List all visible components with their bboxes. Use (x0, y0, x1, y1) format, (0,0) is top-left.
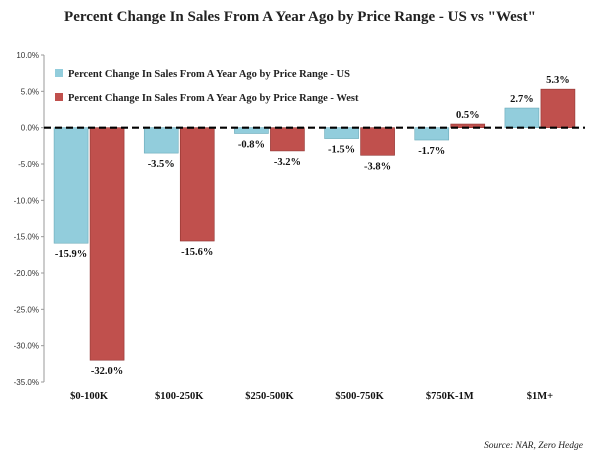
bar-us (53, 127, 89, 244)
legend-swatch-us (55, 69, 63, 77)
y-tick-label: -30.0% (14, 342, 39, 351)
legend-label-west: Percent Change In Sales From A Year Ago … (68, 93, 359, 104)
data-label-west: 0.5% (456, 110, 480, 121)
y-tick-label: -35.0% (14, 378, 39, 387)
y-tick-label: 0.0% (21, 124, 39, 133)
x-axis: $0-100K $100-250K $250-500K $500-750K $750K-… (70, 391, 553, 402)
source-note: Source: NAR, Zero Hedge (484, 441, 583, 451)
bar-west (360, 127, 395, 156)
bar-west (179, 127, 215, 242)
x-tick-label: $750K-1M (426, 391, 474, 402)
data-label-west: -3.2% (274, 157, 301, 168)
bars (53, 88, 576, 361)
legend-label-us: Percent Change In Sales From A Year Ago … (68, 69, 350, 80)
legend-swatch-west (55, 93, 63, 101)
data-label-west: -15.6% (181, 247, 213, 258)
bar-us (143, 127, 179, 154)
y-axis: 10.0% 5.0% 0.0% -5.0% -10.0% -15.0% -20.0% -25.… (14, 51, 45, 387)
bar-us (324, 127, 359, 139)
chart-title: Percent Change In Sales From A Year Ago … (64, 9, 536, 25)
legend: Percent Change In Sales From A Year Ago … (55, 69, 359, 104)
bar-west (270, 127, 305, 152)
x-tick-label: $1M+ (527, 391, 553, 402)
y-tick-label: 10.0% (16, 51, 39, 60)
y-tick-label: -25.0% (14, 305, 39, 314)
y-tick-label: -10.0% (14, 196, 39, 205)
y-tick-label: -20.0% (14, 269, 39, 278)
bar-us (414, 127, 450, 141)
x-tick-label: $250-500K (245, 391, 294, 402)
y-tick-label: -15.0% (14, 233, 39, 242)
x-tick-label: $100-250K (155, 391, 204, 402)
y-tick-label: 5.0% (21, 87, 39, 96)
x-tick-label: $0-100K (70, 391, 109, 402)
bar-us (234, 127, 269, 134)
x-tick-label: $500-750K (335, 391, 384, 402)
data-label-us: -0.8% (238, 139, 265, 150)
bar-west (89, 127, 125, 361)
data-labels: -15.9% -32.0% -3.5% -15.6% -0.8% -3.2% -1.5% -3… (55, 75, 570, 377)
data-label-west: -3.8% (364, 161, 391, 172)
bar-west (540, 88, 576, 128)
data-label-us: 2.7% (510, 94, 534, 105)
data-label-west: -32.0% (91, 366, 123, 377)
data-label-us: -3.5% (148, 159, 175, 170)
data-label-us: -15.9% (55, 249, 87, 260)
y-tick-label: -5.0% (18, 160, 39, 169)
data-label-us: -1.7% (418, 146, 445, 157)
data-label-west: 5.3% (546, 75, 570, 86)
bar-us (504, 107, 540, 128)
data-label-us: -1.5% (328, 145, 355, 156)
